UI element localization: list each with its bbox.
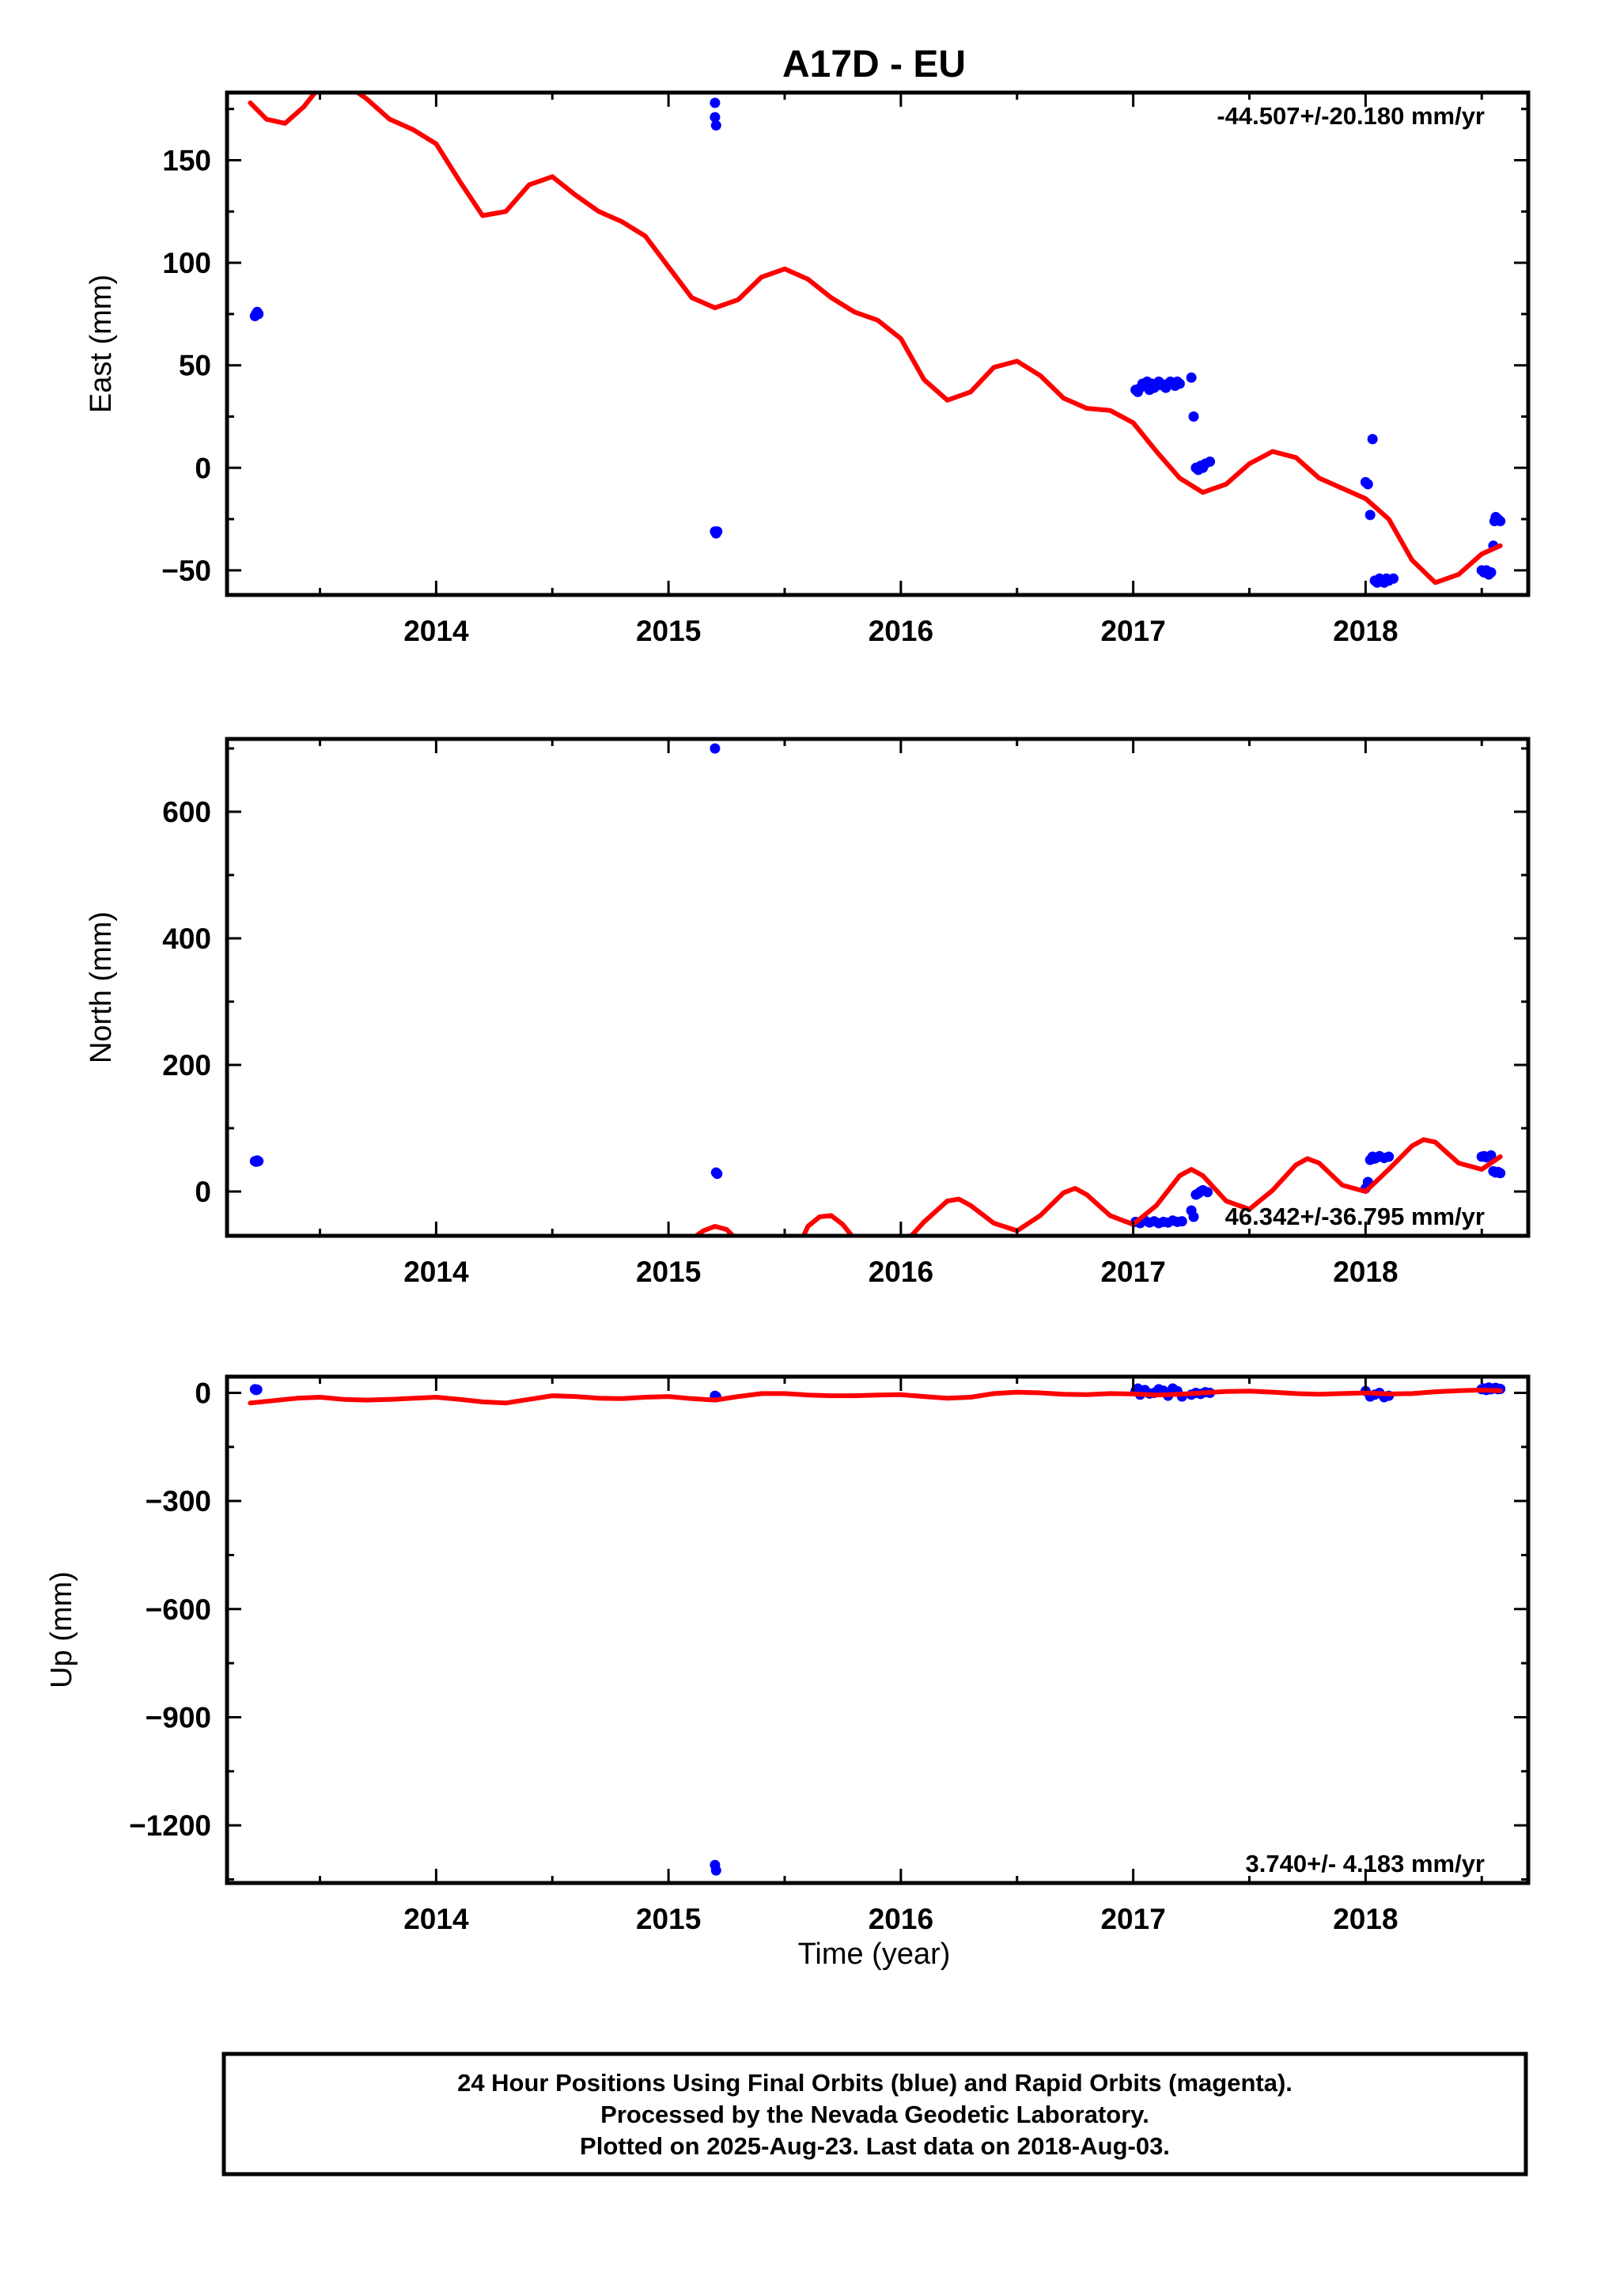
- east-data-point: [1364, 510, 1376, 521]
- east-data-point: [712, 526, 723, 537]
- north-data-point: [710, 743, 721, 754]
- up-x-tick-label: 2014: [403, 1903, 469, 1935]
- north-data-point: [1383, 1151, 1395, 1162]
- footer-line-2: Processed by the Nevada Geodetic Laborat…: [600, 2101, 1149, 2128]
- east-x-tick-label: 2015: [636, 615, 701, 647]
- footer-box: 24 Hour Positions Using Final Orbits (bl…: [221, 2052, 1528, 2177]
- east-data-point: [710, 97, 721, 108]
- north-data-layer: [249, 743, 1506, 1236]
- north-y-tick-label: 600: [162, 796, 211, 828]
- up-y-tick-label: −600: [146, 1593, 211, 1626]
- north-data-point: [1486, 1150, 1497, 1161]
- north-y-axis-label: North (mm): [85, 911, 118, 1063]
- north-data-point: [1202, 1187, 1213, 1198]
- north-panel: 2014 2015 2016 2017 2018 0 200 400 600 North (mm)…: [85, 737, 1531, 1288]
- up-data-point: [710, 1865, 721, 1876]
- north-fit-line: [691, 1137, 1503, 1236]
- east-y-tick-label: 50: [179, 350, 211, 382]
- east-data-point: [1205, 457, 1216, 467]
- up-y-tick-label: −900: [146, 1701, 211, 1733]
- east-frame: [225, 90, 1531, 597]
- east-data-point: [1388, 573, 1399, 584]
- up-y-tick-label: 0: [195, 1377, 211, 1409]
- north-rate-label: 46.342+/-36.795 mm/yr: [1225, 1203, 1485, 1230]
- north-y-tick-label: 200: [162, 1049, 211, 1082]
- north-x-tick-label: 2016: [869, 1256, 933, 1288]
- east-data-point: [1174, 378, 1185, 389]
- east-rate-label: -44.507+/-20.180 mm/yr: [1217, 102, 1485, 130]
- east-x-tick-label: 2017: [1100, 615, 1165, 647]
- up-rate-label: 3.740+/- 4.183 mm/yr: [1246, 1850, 1485, 1877]
- up-y-tick-label: −300: [146, 1485, 211, 1517]
- north-x-tick-label: 2017: [1100, 1256, 1165, 1288]
- x-axis-label: Time (year): [798, 1938, 951, 1971]
- north-frame: [225, 737, 1531, 1238]
- footer-line-3: Plotted on 2025-Aug-23. Last data on 201…: [580, 2132, 1170, 2160]
- east-y-tick-label: 150: [162, 145, 211, 177]
- east-data-point: [1486, 567, 1497, 578]
- east-y-tick-label: −50: [161, 555, 211, 587]
- up-x-tick-label: 2017: [1100, 1903, 1165, 1935]
- north-y-tick-label: 0: [195, 1176, 211, 1208]
- up-x-tick-label: 2015: [636, 1903, 701, 1935]
- north-x-tick-label: 2018: [1333, 1256, 1398, 1288]
- east-data-point: [1186, 372, 1197, 383]
- north-data-point: [1176, 1216, 1187, 1227]
- east-data-point: [710, 112, 721, 123]
- north-data-point: [1188, 1211, 1199, 1222]
- east-data-point: [1495, 516, 1506, 527]
- east-x-tick-label: 2016: [869, 615, 933, 647]
- east-fit-line: [248, 93, 1503, 585]
- east-data-point: [1367, 434, 1378, 445]
- east-x-tick-label: 2018: [1333, 615, 1398, 647]
- east-data-point: [1362, 479, 1373, 490]
- up-x-tick-label: 2016: [869, 1903, 933, 1935]
- east-y-axis-label: East (mm): [85, 275, 118, 413]
- up-y-tick-label: −1200: [129, 1809, 211, 1842]
- up-y-axis-label: Up (mm): [45, 1571, 78, 1688]
- north-data-point: [712, 1169, 723, 1180]
- up-panel: 2014 2015 2016 2017 2018 −1200 −900 −600 −300 0 Up…: [45, 1374, 1531, 1935]
- east-data-point: [253, 309, 264, 320]
- east-y-tick-label: 100: [162, 247, 211, 279]
- up-data-point: [252, 1384, 263, 1395]
- up-x-tick-label: 2018: [1333, 1903, 1398, 1935]
- figure-title: A17D - EU: [782, 44, 966, 85]
- up-frame: [225, 1374, 1531, 1885]
- north-x-tick-label: 2015: [636, 1256, 701, 1288]
- east-data-layer: [248, 93, 1506, 588]
- east-y-tick-label: 0: [195, 452, 211, 484]
- east-x-tick-label: 2014: [403, 615, 469, 647]
- east-panel: 2014 2015 2016 2017 2018 −50 0 50 100 150 East (mm…: [85, 90, 1531, 647]
- north-data-point: [1495, 1168, 1506, 1179]
- east-data-point: [710, 120, 721, 131]
- north-y-tick-label: 400: [162, 923, 211, 955]
- north-x-tick-label: 2014: [403, 1256, 469, 1288]
- north-data-point: [253, 1156, 264, 1167]
- up-fit-line: [248, 1387, 1503, 1406]
- east-data-point: [1188, 411, 1199, 422]
- footer-line-1: 24 Hour Positions Using Final Orbits (bl…: [457, 2069, 1293, 2097]
